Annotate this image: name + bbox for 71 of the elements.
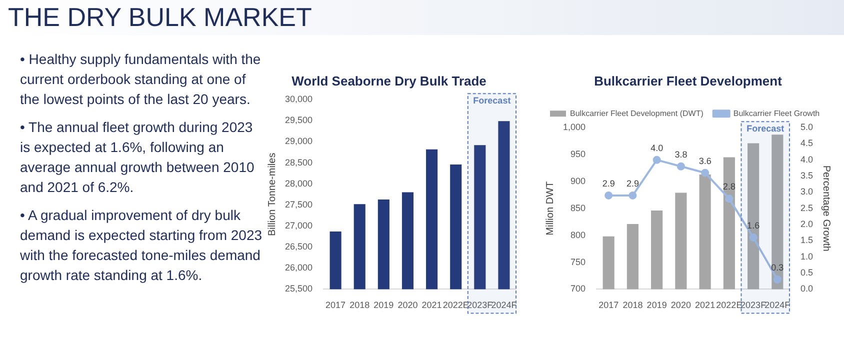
y-tick-label: 29,000 [284,136,313,146]
data-label: 2.9 [602,178,615,188]
y-tick-label: 1,000 [562,122,586,132]
text: THE DRY BULK MARKET [0,0,844,35]
point [749,233,758,242]
y-tick-label: 25,500 [284,284,313,294]
x-tick-label: 2019 [374,300,394,310]
y-tick-label: 28,000 [284,178,313,188]
y-tick-label: 850 [570,202,586,213]
y2-tick-label: 2.5 [800,202,814,213]
y2-tick-label: 4.5 [800,138,814,148]
y2-tick-label: 2.0 [800,219,814,230]
y2-axis-title: Percentage Growth [820,165,832,252]
y-tick-label: 28,500 [284,157,313,168]
y2-tick-label: 0.0 [800,284,814,294]
y-axis-title: Billion Tonne-miles [266,152,278,236]
y-tick-label: 26,000 [284,262,313,273]
y-tick-label: 800 [570,230,586,240]
x-tick-label: 2018 [622,300,643,310]
y2-tick-label: 3.5 [800,170,814,181]
band-label: Forecast [746,124,784,134]
data-label: 4.0 [650,142,664,153]
x-tick-label: 2020 [398,300,418,310]
chart-title: Bulkcarrier Fleet Development [594,73,783,88]
y-tick-label: 27,500 [284,199,313,210]
x-tick-label: 2024F [764,300,791,310]
x-tick-label: 2017 [598,300,619,310]
data-label: 3.6 [698,156,712,166]
legend-label: Bulkcarrier Fleet Growth [733,108,820,118]
x-tick-label: 2017 [326,300,346,310]
data-label: 0.3 [771,262,784,272]
x-tick-label: 2018 [350,300,370,310]
x-tick-label: 2023F [740,300,767,310]
y2-tick-label: 1.5 [800,235,814,246]
y-tick-label: 30,000 [284,94,313,104]
legend-label: Bulkcarrier Fleet Development (DWT) [570,108,704,118]
point [604,191,613,200]
data-label: 3.8 [674,149,688,160]
y-tick-label: 27,000 [284,220,313,230]
point [676,162,685,170]
y-tick-label: 750 [570,256,586,267]
x-tick-label: 2019 [646,300,667,310]
text: • The annual fleet growth during 2023 is expected at 1.6%, following an average annual growth between 2010 and 2021 of 6.2%. [20,118,256,197]
data-label: 2.9 [626,178,639,188]
band-label: Forecast [473,96,511,106]
x-tick-label: 2022E [716,300,742,310]
y2-tick-label: 1.0 [800,251,814,262]
point [773,276,782,284]
chart-title: World Seaborne Dry Bulk Trade [292,73,486,88]
y-tick-label: 29,500 [284,115,313,126]
y-tick-label: 900 [570,176,586,186]
y2-tick-label: 4.0 [800,154,814,164]
text: • Healthy supply fundamentals with the current orderbook standing at one of the lowest points of the last 20 years. [20,50,262,109]
point [628,191,637,200]
x-tick-label: 2023F [467,300,494,310]
point [701,168,710,177]
y-tick-label: 26,500 [284,242,313,252]
point [652,156,661,164]
y2-tick-label: 5.0 [800,122,814,132]
y-tick-label: 950 [570,149,586,160]
x-tick-label: 2020 [670,300,691,310]
point [725,194,734,203]
text: • A gradual improvement of dry bulk demand is expected starting from 2023 with the forecasted tone-miles demand growth rate standing at 1.6%. [20,206,264,285]
y2-tick-label: 0.5 [800,268,814,278]
x-tick-label: 2021 [695,300,716,310]
x-tick-label: 2024F [491,300,518,310]
y2-tick-label: 3.0 [800,186,814,197]
x-tick-label: 2021 [422,300,442,310]
y-axis-title: Million DWT [544,181,556,236]
x-tick-label: 2022E [442,300,469,310]
y-tick-label: 700 [570,284,586,294]
